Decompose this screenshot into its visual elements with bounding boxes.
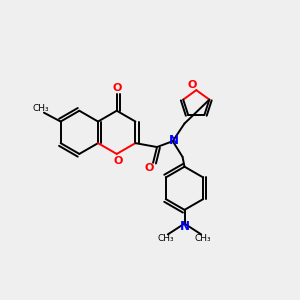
Text: N: N: [179, 220, 190, 233]
Text: N: N: [169, 134, 179, 147]
Text: CH₃: CH₃: [158, 234, 174, 243]
Text: O: O: [113, 156, 122, 166]
Text: CH₃: CH₃: [195, 234, 212, 243]
Text: CH₃: CH₃: [33, 104, 49, 113]
Text: O: O: [145, 163, 154, 173]
Text: O: O: [112, 83, 122, 93]
Text: O: O: [188, 80, 197, 90]
